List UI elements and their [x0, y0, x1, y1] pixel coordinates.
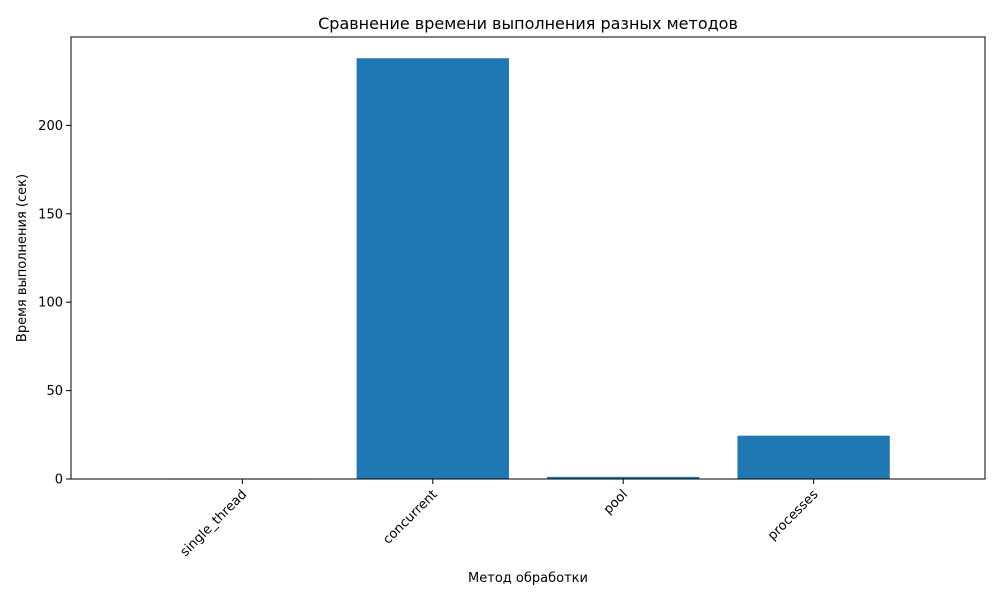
x-tick-label-pool: pool — [601, 487, 631, 517]
x-tick-label-concurrent: concurrent — [380, 487, 440, 547]
y-tick-label: 100 — [38, 296, 63, 311]
plot-frame — [70, 36, 986, 480]
y-tick-label: 150 — [38, 207, 63, 222]
y-tick-label: 0 — [55, 473, 63, 488]
x-ticks: single_thread concurrent pool processes — [178, 479, 822, 560]
y-axis-label: Время выполнения (сек) — [15, 174, 30, 342]
y-ticks: 0 50 100 150 200 — [38, 119, 71, 488]
bar-concurrent — [356, 58, 509, 479]
bars-layer — [166, 58, 890, 479]
chart-title: Сравнение времени выполнения разных мето… — [318, 14, 738, 33]
bar-processes — [737, 435, 890, 479]
bar-pool — [547, 476, 700, 479]
x-tick-label-processes: processes — [765, 487, 822, 544]
y-tick-label: 200 — [38, 119, 63, 134]
x-tick-label-single_thread: single_thread — [178, 487, 251, 560]
y-tick-label: 50 — [46, 384, 63, 399]
x-axis-label: Метод обработки — [468, 571, 588, 586]
